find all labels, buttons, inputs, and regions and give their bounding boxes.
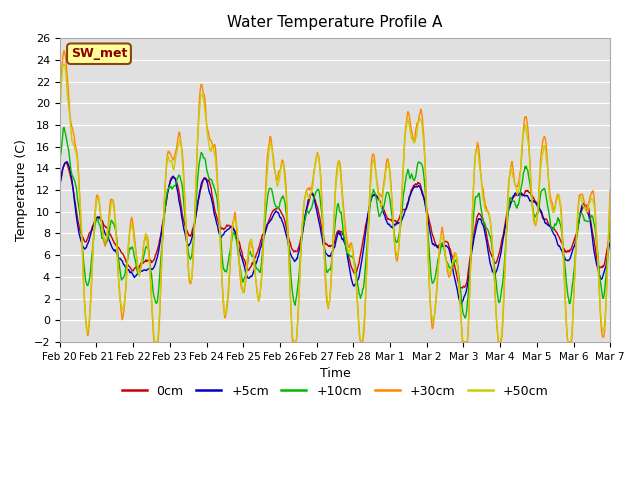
Title: Water Temperature Profile A: Water Temperature Profile A <box>227 15 443 30</box>
Y-axis label: Temperature (C): Temperature (C) <box>15 139 28 241</box>
Legend: 0cm, +5cm, +10cm, +30cm, +50cm: 0cm, +5cm, +10cm, +30cm, +50cm <box>116 380 554 403</box>
X-axis label: Time: Time <box>319 367 350 380</box>
Text: SW_met: SW_met <box>71 47 127 60</box>
